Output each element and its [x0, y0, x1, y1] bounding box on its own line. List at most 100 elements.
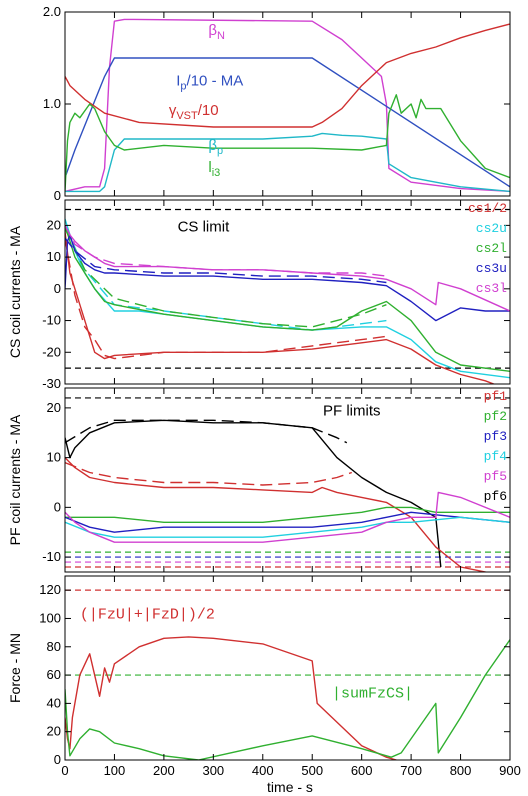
annotation-sub: N [217, 30, 225, 42]
y-tick-label: 20 [47, 724, 61, 739]
x-tick-label: 900 [499, 763, 521, 778]
annotation-sub: p [180, 81, 186, 93]
series-line [65, 457, 489, 572]
y-tick-label: 100 [39, 610, 61, 625]
series-line [65, 23, 510, 128]
y-tick-label: 20 [47, 400, 61, 415]
y-tick-label: -20 [42, 344, 61, 359]
annotation-sub: VST [176, 110, 198, 122]
panel-cs: 20 10 0 -10 -20 -30 CS coil currents - MA CS li… [7, 199, 511, 391]
series-line [65, 18, 510, 193]
legend-entry: pf5 [484, 469, 507, 484]
x-tick-label: 700 [400, 763, 422, 778]
y-tick-label: 0 [54, 499, 61, 514]
series-line [65, 516, 510, 538]
y-tick-label: 60 [47, 667, 61, 682]
series-annotation: βN [208, 22, 225, 42]
series-label: (|FzU|+|FzD|)/2 [80, 606, 215, 623]
series-line [65, 461, 353, 486]
legend-entry: cs3l [476, 281, 507, 296]
y-axis-label: Force - MN [7, 633, 23, 703]
y-tick-label: 10 [47, 450, 61, 465]
annotation-sub: i3 [212, 167, 221, 179]
y-tick-label: 20 [47, 217, 61, 232]
annotation-tail: /10 - MA [187, 73, 244, 90]
y-axis-label: PF coil currents - MA [7, 414, 23, 545]
series-line [65, 57, 510, 188]
panel-pf: 20 10 0 -10 PF coil currents - MA PF limits pf… [7, 387, 511, 573]
y-tick-label: 0 [54, 752, 61, 767]
legend-entry: cs2l [476, 241, 507, 256]
series-line [65, 511, 510, 533]
series-annotation: li3 [208, 159, 220, 179]
y-tick-label: 0 [54, 188, 61, 203]
y-tick-label: 80 [47, 639, 61, 654]
series-line [65, 132, 510, 193]
series-line [65, 419, 442, 568]
series-annotation: Ip/10 - MA [176, 73, 243, 93]
y-tick-label: -30 [42, 376, 61, 391]
plot-frame [64, 199, 511, 385]
x-axis-label: time - s [267, 779, 313, 795]
y-tick-label: 10 [47, 249, 61, 264]
y-tick-label: 1.0 [43, 96, 61, 111]
annotation-main: l [208, 159, 211, 176]
series-group [65, 18, 510, 193]
series-line [65, 225, 387, 331]
legend-entry: pf6 [484, 489, 507, 504]
annotation-main: γ [169, 102, 177, 119]
series-group [65, 419, 510, 572]
series-label: |sumFzCS| [332, 686, 413, 703]
x-tick-label: 100 [104, 763, 126, 778]
annotation-main: β [208, 22, 217, 39]
x-tick-label: 800 [450, 763, 472, 778]
y-tick-label: 2.0 [43, 4, 61, 19]
series-line [65, 225, 387, 277]
series-group [65, 218, 510, 384]
x-tick-label: 500 [301, 763, 323, 778]
legend-entry: cs2u [476, 221, 507, 236]
y-tick-label: 40 [47, 695, 61, 710]
plot-frame [64, 387, 511, 573]
limit-label: CS limit [178, 219, 230, 236]
series-line [65, 237, 387, 284]
series-group [65, 636, 510, 760]
y-axis-label: CS coil currents - MA [7, 225, 23, 358]
panel-force: 0 20 40 60 80 100 120 Force - MN (|FzU|+|FzD|)/2… [7, 575, 511, 767]
annotation-main: β [208, 137, 217, 154]
series-line [65, 225, 510, 372]
x-tick-label: 200 [153, 763, 175, 778]
y-tick-label: 120 [39, 582, 61, 597]
series-line [65, 228, 387, 328]
series-line [65, 639, 510, 760]
series-line [65, 225, 510, 312]
series-line [65, 419, 348, 444]
series-annotation: βp [208, 137, 223, 157]
legend-entry: pf4 [484, 449, 508, 464]
legend-entry: pf2 [484, 409, 507, 424]
plot-frame [64, 11, 511, 197]
x-tick-label: 0 [61, 763, 68, 778]
y-tick-label: -10 [42, 313, 61, 328]
y-tick-label: 0 [54, 281, 61, 296]
series-annotation: γVST/10 [169, 102, 219, 122]
series-line [65, 94, 510, 192]
series-line [65, 234, 510, 322]
plot-frame [64, 575, 511, 761]
x-tick-label: 600 [351, 763, 373, 778]
legend-entry: cs3u [476, 261, 507, 276]
x-tick-label: 300 [202, 763, 224, 778]
series-line [65, 491, 510, 543]
annotation-main: I [176, 73, 180, 90]
limit-label: PF limits [323, 402, 381, 419]
legend-entry: pf3 [484, 429, 507, 444]
series-line [65, 636, 397, 760]
annotation-sub: p [217, 145, 223, 157]
x-tick-label: 400 [252, 763, 274, 778]
series-line [65, 237, 387, 360]
legend-entry: cs1/2 [468, 201, 507, 216]
legend-entry: pf1 [484, 389, 508, 404]
